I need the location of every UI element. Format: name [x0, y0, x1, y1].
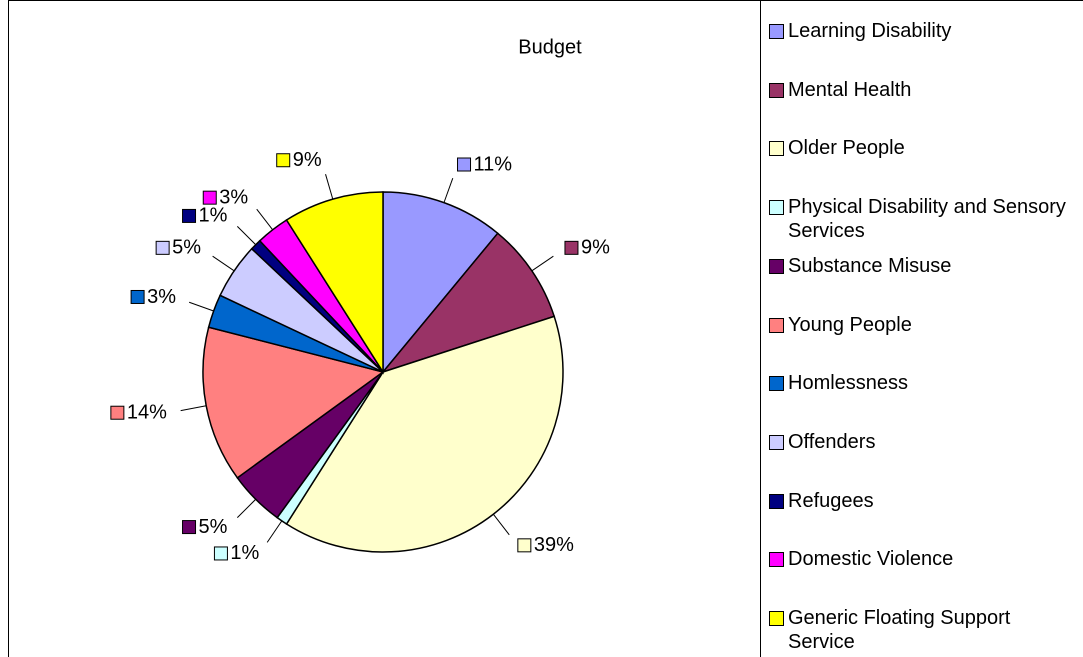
legend-item: Learning Disability [769, 19, 1069, 43]
pie-slice [382, 191, 499, 375]
data-label-key [155, 240, 170, 255]
data-label-key [130, 289, 145, 304]
legend-item: Generic Floating Support Service [769, 606, 1069, 654]
leader-line [212, 255, 235, 272]
legend-label: Substance Misuse [788, 254, 952, 277]
data-label-key [457, 157, 472, 172]
leader-line [266, 520, 283, 543]
legend-item: Offenders [769, 430, 1069, 454]
legend-label: Mental Health [788, 78, 912, 101]
legend-key [769, 24, 784, 39]
data-label-key [182, 208, 197, 223]
data-label: 1% [199, 205, 228, 227]
pie-slice [202, 326, 385, 479]
data-label: 3% [147, 286, 176, 308]
legend-key [769, 317, 784, 333]
legend-label: Older People [788, 137, 905, 160]
legend-key [769, 434, 784, 450]
data-label-key [517, 538, 532, 553]
leader-line [236, 225, 257, 246]
data-label: 39% [534, 534, 574, 556]
legend-item: Refugees [769, 489, 1069, 513]
chart-title: Budget [518, 36, 582, 58]
data-label: 1% [230, 542, 259, 564]
legend-label: Generic Floating Support Service [788, 607, 1011, 653]
legend-label: Learning Disability [788, 20, 952, 42]
data-label-key [202, 190, 217, 205]
legend-key [769, 82, 784, 98]
legend-label: Young People [788, 313, 912, 336]
pie-slice [380, 232, 556, 374]
leader-line [236, 498, 257, 519]
data-label: 5% [199, 516, 228, 538]
data-label: 11% [474, 153, 513, 175]
legend-item: Domestic Violence [769, 547, 1069, 571]
legend-label: Refugees [788, 489, 874, 512]
legend-item: Physical Disability and Sensory Services [769, 195, 1069, 243]
legend: Learning Disability Mental Health Older Pe… [760, 0, 1083, 657]
data-label: 5% [172, 237, 201, 259]
leader-line [443, 178, 454, 203]
legend-label: Physical Disability and Sensory Services [788, 196, 1066, 243]
data-label: 9% [293, 149, 322, 171]
data-label-key [110, 405, 125, 420]
leader-line [189, 301, 214, 312]
legend-key [769, 493, 784, 509]
data-label: 9% [581, 237, 610, 259]
pie-slice [285, 315, 564, 553]
data-label-key [182, 520, 197, 535]
legend-key [769, 200, 784, 216]
legend-label: Offenders [788, 430, 876, 453]
leader-line [492, 513, 510, 536]
data-label: 14% [127, 402, 167, 424]
legend-label: Domestic Violence [788, 548, 954, 571]
data-label-key [276, 153, 291, 168]
legend-item: Homlessness [769, 371, 1069, 395]
legend-item: Substance Misuse [769, 254, 1069, 278]
legend-item: Young People [769, 313, 1069, 337]
leader-line [325, 174, 334, 200]
leader-line [256, 208, 274, 231]
legend-key [769, 141, 784, 157]
data-label: 3% [219, 186, 248, 208]
legend-key [769, 376, 784, 392]
legend-item: Older People [769, 136, 1069, 160]
leader-line [531, 255, 554, 272]
legend-key [769, 258, 784, 274]
legend-key [769, 552, 784, 568]
leader-line [180, 405, 207, 412]
data-label-key [213, 546, 228, 561]
data-label-key [564, 240, 579, 255]
legend-label: Homlessness [788, 372, 909, 395]
legend-item: Mental Health [769, 78, 1069, 102]
legend-key [769, 611, 784, 626]
